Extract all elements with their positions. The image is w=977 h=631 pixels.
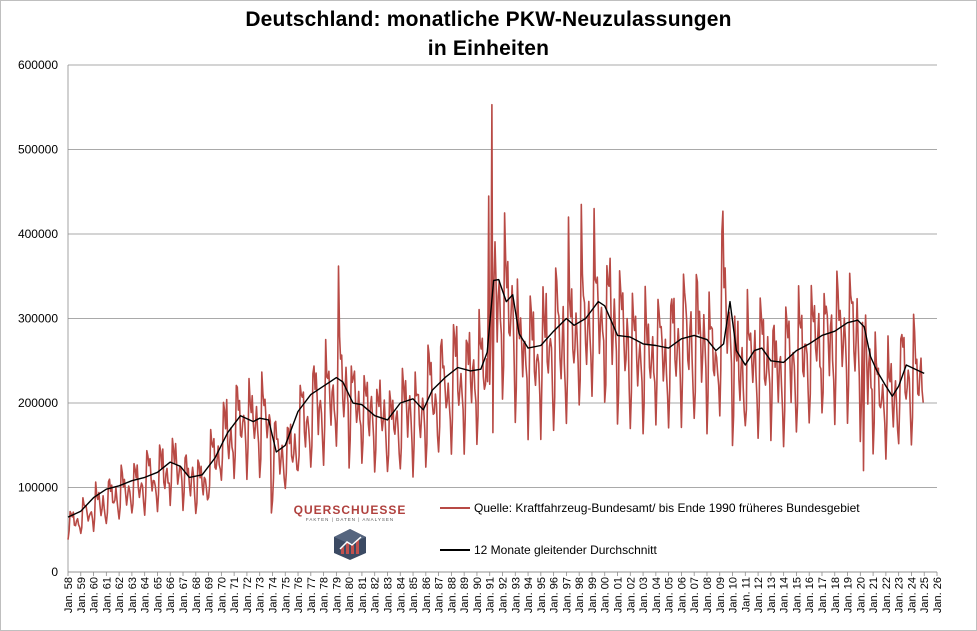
x-tick-label: Jan. 88 xyxy=(446,577,458,613)
x-tick-label: Jan. 90 xyxy=(472,577,484,613)
x-tick-label: Jan. 17 xyxy=(817,577,829,613)
x-tick-label: Jan. 22 xyxy=(881,577,893,613)
x-tick-label: Jan. 67 xyxy=(178,577,190,613)
x-tick-label: Jan. 65 xyxy=(152,577,164,613)
x-tick-label: Jan. 21 xyxy=(868,577,880,613)
x-tick-label: Jan. 89 xyxy=(459,577,471,613)
x-tick-label: Jan. 69 xyxy=(204,577,216,613)
x-tick-label: Jan. 15 xyxy=(791,577,803,613)
x-tick-label: Jan. 93 xyxy=(510,577,522,613)
x-tick-label: Jan. 82 xyxy=(370,577,382,613)
x-tick-label: Jan. 59 xyxy=(76,577,88,613)
x-tick-label: Jan. 63 xyxy=(127,577,139,613)
x-tick-label: Jan. 72 xyxy=(242,577,254,613)
x-tick-label: Jan. 20 xyxy=(855,577,867,613)
x-tick-label: Jan. 12 xyxy=(753,577,765,613)
x-tick-label: Jan. 13 xyxy=(766,577,778,613)
x-tick-label: Jan. 08 xyxy=(702,577,714,613)
x-tick-label: Jan. 98 xyxy=(574,577,586,613)
x-tick-label: Jan. 92 xyxy=(498,577,510,613)
x-tick-label: Jan. 01 xyxy=(613,577,625,613)
x-tick-label: Jan. 09 xyxy=(715,577,727,613)
legend-label-average: 12 Monate gleitender Durchschnitt xyxy=(474,543,657,557)
x-tick-label: Jan. 26 xyxy=(932,577,944,613)
x-tick-label: Jan. 61 xyxy=(101,577,113,613)
x-tick-label: Jan. 85 xyxy=(408,577,420,613)
x-tick-label: Jan. 99 xyxy=(587,577,599,613)
x-tick-label: Jan. 64 xyxy=(140,577,152,613)
x-tick-label: Jan. 95 xyxy=(536,577,548,613)
y-tick-label: 300000 xyxy=(18,312,58,326)
x-tick-label: Jan. 58 xyxy=(63,577,75,613)
x-tick-label: Jan. 79 xyxy=(331,577,343,613)
y-tick-label: 500000 xyxy=(18,143,58,157)
x-tick-label: Jan. 84 xyxy=(395,577,407,613)
x-tick-label: Jan. 86 xyxy=(421,577,433,613)
chart-title-line2: in Einheiten xyxy=(427,37,550,60)
x-tick-label: Jan. 80 xyxy=(344,577,356,613)
y-tick-label: 0 xyxy=(51,565,58,579)
series-moving-average-line xyxy=(67,278,925,518)
x-tick-label: Jan. 91 xyxy=(485,577,497,613)
x-tick-label: Jan. 24 xyxy=(906,577,918,613)
x-tick-label: Jan. 05 xyxy=(664,577,676,613)
x-tick-label: Jan. 71 xyxy=(229,577,241,613)
x-tick-label: Jan. 78 xyxy=(319,577,331,613)
x-tick-label: Jan. 11 xyxy=(740,577,752,612)
x-tick-label: Jan. 83 xyxy=(382,577,394,613)
x-tick-label: Jan. 74 xyxy=(267,577,279,613)
x-tick-label: Jan. 62 xyxy=(114,577,126,613)
x-tick-label: Jan. 25 xyxy=(919,577,931,613)
x-tick-label: Jan. 03 xyxy=(638,577,650,613)
x-tick-label: Jan. 94 xyxy=(523,577,535,613)
x-tick-label: Jan. 96 xyxy=(549,577,561,613)
y-tick-label: 100000 xyxy=(18,481,58,495)
logo-cube-icon xyxy=(334,528,366,560)
logo-tagline-text: FAKTEN | DATEN | ANALYSEN xyxy=(305,517,395,522)
chart-title-line1: Deutschland: monatliche PKW-Neuzulassung… xyxy=(245,8,732,31)
x-tick-label: Jan. 19 xyxy=(843,577,855,613)
legend-label-monthly: Quelle: Kraftfahrzeug-Bundesamt/ bis End… xyxy=(474,501,860,515)
x-tick-label: Jan. 02 xyxy=(625,577,637,613)
x-tick-label: Jan. 76 xyxy=(293,577,305,613)
x-tick-label: Jan. 97 xyxy=(561,577,573,613)
x-tick-label: Jan. 87 xyxy=(434,577,446,613)
x-tick-label: Jan. 00 xyxy=(600,577,612,613)
x-tick-label: Jan. 68 xyxy=(191,577,203,613)
x-tick-label: Jan. 70 xyxy=(216,577,228,613)
y-tick-label: 200000 xyxy=(18,396,58,410)
x-tick-label: Jan. 07 xyxy=(689,577,701,613)
x-tick-label: Jan. 73 xyxy=(255,577,267,613)
x-tick-label: Jan. 04 xyxy=(651,577,663,613)
x-tick-label: Jan. 06 xyxy=(676,577,688,613)
y-tick-label: 600000 xyxy=(18,58,58,72)
querschuesse-logo: QUERSCHUESSE FAKTEN | DATEN | ANALYSEN xyxy=(290,504,410,564)
x-tick-label: Jan. 10 xyxy=(728,577,740,613)
x-tick-label: Jan. 16 xyxy=(804,577,816,613)
x-tick-label: Jan. 77 xyxy=(306,577,318,613)
logo-brand-text: QUERSCHUESSE xyxy=(293,503,407,517)
x-tick-label: Jan. 23 xyxy=(894,577,906,613)
x-tick-label: Jan. 60 xyxy=(89,577,101,613)
x-tick-label: Jan. 14 xyxy=(779,577,791,613)
x-tick-label: Jan. 18 xyxy=(830,577,842,613)
y-tick-label: 400000 xyxy=(18,227,58,241)
x-tick-label: Jan. 66 xyxy=(165,577,177,613)
series-monthly-line xyxy=(67,103,924,540)
x-tick-label: Jan. 75 xyxy=(280,577,292,613)
x-tick-label: Jan. 81 xyxy=(357,577,369,613)
